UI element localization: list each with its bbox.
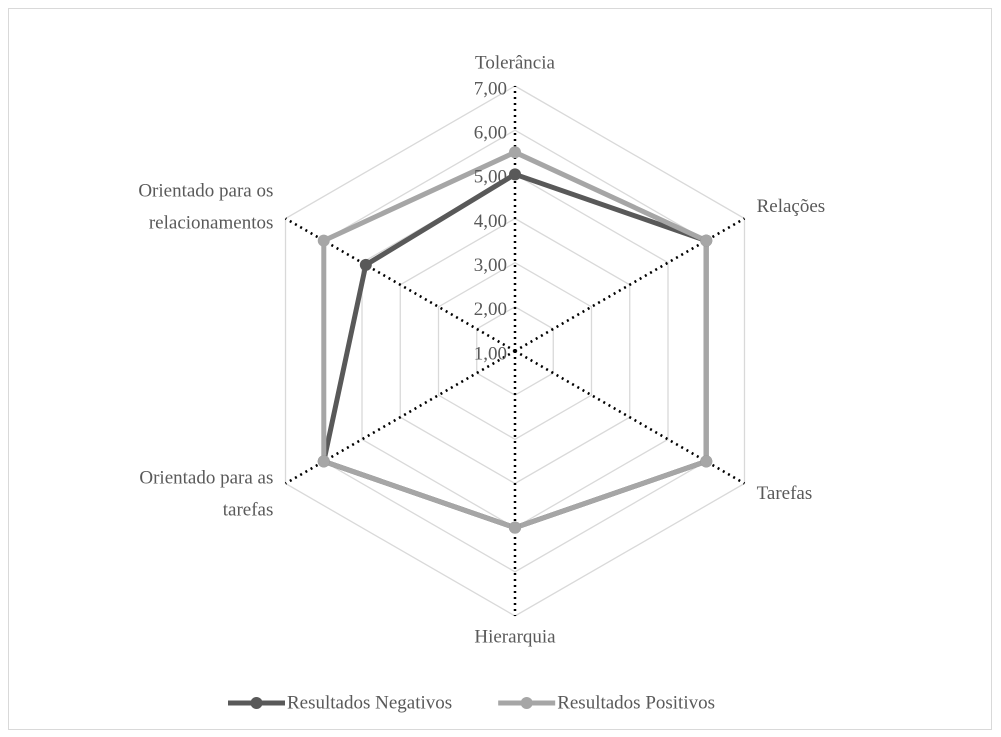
- axis-line: [284, 349, 516, 485]
- legend-label: Resultados Negativos: [287, 692, 452, 713]
- category-label: Relações: [757, 196, 826, 217]
- chart-border: [8, 8, 992, 730]
- r-tick-label: 4,00: [474, 211, 507, 232]
- series-point: [509, 521, 521, 534]
- series-point: [509, 168, 521, 181]
- grid-ring: [476, 306, 554, 396]
- r-tick-label: 1,00: [474, 343, 507, 364]
- axis-line: [514, 217, 746, 353]
- r-tick-label: 3,00: [474, 255, 507, 276]
- marks: [317, 146, 713, 534]
- axis-line: [284, 217, 516, 353]
- r-tick-label: 6,00: [474, 123, 507, 144]
- r-tick-label: 2,00: [474, 299, 507, 320]
- grid-ring: [437, 261, 593, 441]
- series-point: [317, 455, 330, 468]
- r-tick-label: 7,00: [474, 78, 507, 99]
- r-tick-label: 5,00: [474, 167, 507, 188]
- category-label: Orientado para as tarefas: [139, 468, 273, 521]
- category-label: Orientado para os relacionamentos: [138, 181, 273, 234]
- labels: 1,00 2,00 3,00 4,00 5,00 6,00 7,00 Tolerância Re…: [138, 52, 825, 647]
- series-point: [700, 234, 713, 247]
- series-point: [509, 146, 521, 159]
- legend-marker: [520, 697, 533, 709]
- series-point: [700, 455, 713, 468]
- category-label: Hierarquia: [474, 626, 556, 647]
- series-point: [359, 258, 372, 271]
- legend-marker: [250, 697, 263, 709]
- axis-line: [514, 349, 746, 485]
- series-point: [317, 234, 330, 247]
- legend-label: Resultados Positivos: [557, 692, 715, 713]
- category-label: Tolerância: [475, 52, 555, 73]
- category-label: Tarefas: [757, 483, 813, 504]
- axes: [284, 86, 746, 616]
